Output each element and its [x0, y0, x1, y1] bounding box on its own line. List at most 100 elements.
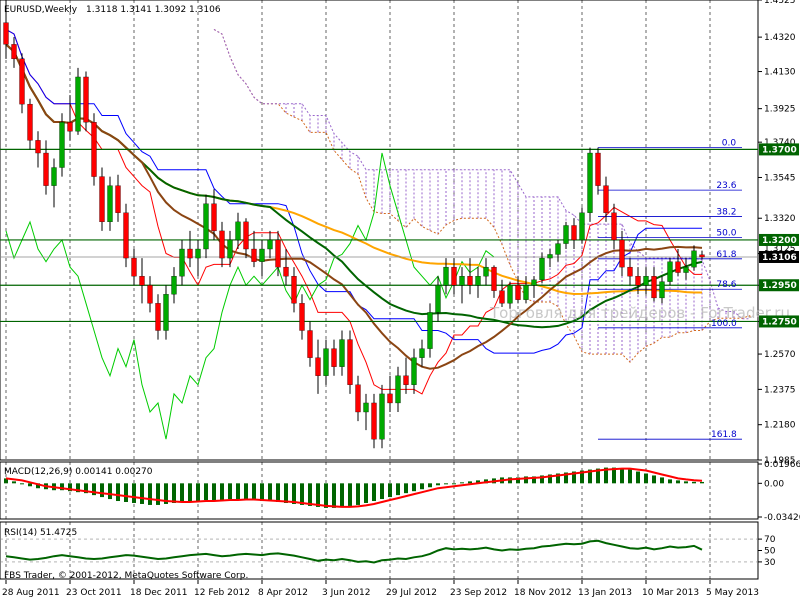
- candle-body[interactable]: [139, 276, 145, 286]
- candle-body[interactable]: [67, 122, 73, 132]
- candle-body[interactable]: [227, 239, 233, 259]
- macd-histogram-bar: [604, 467, 608, 484]
- level-tag-label: 1.2750: [762, 317, 797, 327]
- candle-body[interactable]: [131, 257, 137, 277]
- candle-body[interactable]: [539, 257, 545, 280]
- time-axis[interactable]: 28 Aug 2011 23 Oct 2011 18 Dec 2011 12 Feb …: [2, 580, 759, 598]
- candle-body[interactable]: [571, 225, 577, 241]
- candle-body[interactable]: [619, 239, 625, 268]
- candle-body[interactable]: [211, 203, 217, 232]
- candle-body[interactable]: [403, 375, 409, 385]
- candle-body[interactable]: [163, 294, 169, 331]
- candle-body[interactable]: [3, 22, 9, 45]
- candle-body[interactable]: [291, 276, 297, 304]
- candle-body[interactable]: [43, 152, 49, 186]
- candle-body[interactable]: [507, 285, 513, 304]
- candle-body[interactable]: [419, 348, 425, 358]
- candle-body[interactable]: [59, 122, 65, 168]
- candle-body[interactable]: [627, 266, 633, 277]
- candle-body[interactable]: [123, 212, 129, 259]
- candle-body[interactable]: [587, 152, 593, 213]
- candle-body[interactable]: [491, 266, 497, 291]
- candle-body[interactable]: [107, 185, 113, 223]
- candle-body[interactable]: [363, 402, 369, 413]
- candle-body[interactable]: [11, 44, 17, 60]
- candle-body[interactable]: [555, 243, 561, 255]
- candle-body[interactable]: [179, 248, 185, 277]
- candle-body[interactable]: [83, 76, 89, 123]
- macd-histogram-bar: [284, 483, 288, 503]
- candle-body[interactable]: [99, 176, 105, 223]
- candle-body[interactable]: [195, 248, 201, 259]
- candle-body[interactable]: [115, 185, 121, 213]
- price-tick-label: 1.1985: [764, 456, 796, 466]
- candle-body[interactable]: [635, 276, 641, 286]
- candle-body[interactable]: [659, 281, 665, 299]
- candle-body[interactable]: [35, 140, 41, 154]
- candle-body[interactable]: [643, 276, 649, 286]
- candle-body[interactable]: [155, 303, 161, 331]
- candle-body[interactable]: [483, 266, 489, 277]
- candle-body[interactable]: [259, 248, 265, 262]
- candle-body[interactable]: [371, 402, 377, 440]
- candle-body[interactable]: [275, 239, 281, 268]
- candle-body[interactable]: [187, 248, 193, 259]
- candle-body[interactable]: [531, 279, 537, 286]
- candle-body[interactable]: [651, 276, 657, 299]
- candle-body[interactable]: [331, 348, 337, 367]
- candle-body[interactable]: [347, 339, 353, 385]
- candle-body[interactable]: [251, 248, 257, 262]
- candle-body[interactable]: [339, 339, 345, 367]
- time-tick-label: 18 Nov 2012: [514, 588, 572, 598]
- candle-body[interactable]: [267, 239, 273, 250]
- candle-body[interactable]: [75, 76, 81, 132]
- candle-body[interactable]: [395, 375, 401, 404]
- macd-histogram-bar: [380, 483, 384, 500]
- candle-body[interactable]: [235, 221, 241, 241]
- candle-body[interactable]: [435, 285, 441, 313]
- candle-body[interactable]: [451, 266, 457, 286]
- candle-body[interactable]: [467, 276, 473, 286]
- candle-body[interactable]: [611, 212, 617, 241]
- candle-body[interactable]: [19, 58, 25, 105]
- candle-body[interactable]: [523, 285, 529, 300]
- candle-body[interactable]: [563, 225, 569, 244]
- candlesticks[interactable]: [3, 0, 705, 449]
- candle-body[interactable]: [307, 330, 313, 358]
- rsi-pane[interactable]: [0, 521, 759, 580]
- candle-body[interactable]: [299, 303, 305, 331]
- candle-body[interactable]: [459, 276, 465, 286]
- candle-body[interactable]: [355, 384, 361, 413]
- candle-body[interactable]: [27, 103, 33, 141]
- candle-body[interactable]: [315, 357, 321, 376]
- candle-body[interactable]: [91, 122, 97, 177]
- candle-body[interactable]: [379, 393, 385, 440]
- fibonacci-retracement[interactable]: 0.0 23.6 38.2 50.0 61.8 78.6 100.0 161.8: [598, 139, 742, 441]
- candle-body[interactable]: [547, 254, 553, 259]
- candle-body[interactable]: [387, 393, 393, 404]
- candle-body[interactable]: [603, 185, 609, 213]
- candle-body[interactable]: [699, 254, 705, 258]
- candle-body[interactable]: [515, 285, 521, 300]
- macd-histogram-bar: [196, 483, 200, 502]
- candle-body[interactable]: [283, 266, 289, 277]
- candle-body[interactable]: [691, 250, 697, 268]
- candle-body[interactable]: [243, 221, 249, 250]
- candle-body[interactable]: [203, 203, 209, 250]
- candle-body[interactable]: [683, 266, 689, 273]
- candle-body[interactable]: [595, 152, 601, 186]
- candle-body[interactable]: [675, 261, 681, 273]
- candle-body[interactable]: [475, 276, 481, 286]
- candle-body[interactable]: [171, 276, 177, 295]
- candle-body[interactable]: [499, 290, 505, 304]
- candle-body[interactable]: [443, 266, 449, 286]
- candle-body[interactable]: [51, 167, 57, 186]
- candle-body[interactable]: [411, 357, 417, 385]
- candle-body[interactable]: [667, 261, 673, 282]
- time-tick-label: 18 Dec 2011: [130, 588, 188, 598]
- candle-body[interactable]: [147, 285, 153, 304]
- candle-body[interactable]: [219, 230, 225, 259]
- candle-body[interactable]: [427, 312, 433, 349]
- candle-body[interactable]: [323, 348, 329, 376]
- candle-body[interactable]: [579, 212, 585, 241]
